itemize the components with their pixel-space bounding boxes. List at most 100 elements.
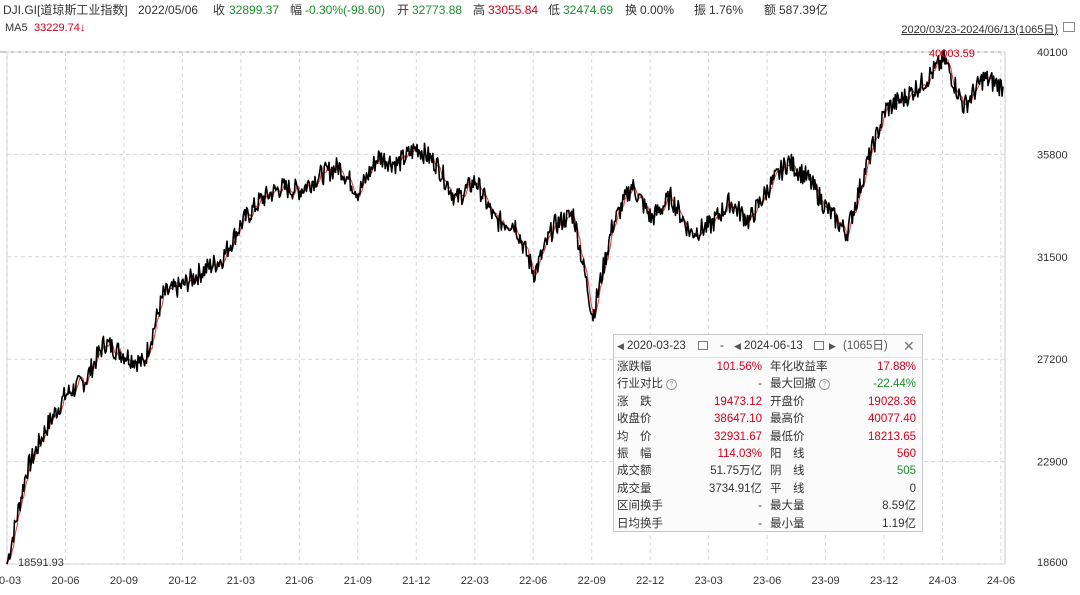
stat-value: 32931.67 bbox=[714, 430, 762, 443]
stats-row: 成交额 51.75万亿阴 线 505 bbox=[614, 463, 922, 480]
stat-label: 区间换手 bbox=[617, 500, 663, 513]
y-tick-label: 22900 bbox=[1037, 457, 1068, 469]
stat-value: 505 bbox=[896, 465, 916, 478]
symbol-title[interactable]: DJI.GI[道琼斯工业指数] bbox=[3, 3, 128, 17]
x-tick-label: 23-09 bbox=[812, 575, 840, 587]
stat-label: 平 线 bbox=[770, 482, 805, 495]
stat-label-text: 行业对比 bbox=[617, 378, 663, 391]
ma-label: MA5 bbox=[5, 22, 28, 34]
amplitude-label: 振 bbox=[694, 3, 707, 17]
stat-label: 年化收益率 bbox=[770, 361, 828, 373]
stat-label: 涨 跌 bbox=[617, 395, 652, 408]
x-tick-label: 23-06 bbox=[753, 575, 781, 587]
x-tick-label: 22-09 bbox=[578, 575, 606, 587]
stat-value: 3734.91亿 bbox=[708, 482, 762, 495]
stat-label: 最大量 bbox=[770, 500, 805, 513]
open-label: 开 bbox=[397, 3, 410, 17]
stat-label: 开盘价 bbox=[770, 395, 805, 408]
end-prev-icon[interactable]: ◀ bbox=[734, 341, 741, 351]
low-label: 低 bbox=[548, 3, 561, 17]
x-tick-label: 21-09 bbox=[344, 575, 372, 587]
price-line bbox=[6, 49, 1004, 565]
stat-value: - bbox=[758, 500, 762, 513]
close-icon[interactable]: ✕ bbox=[903, 338, 915, 354]
window-icon[interactable] bbox=[1063, 22, 1075, 32]
x-tick-label: 21-03 bbox=[227, 575, 255, 587]
stat-value: 114.03% bbox=[717, 447, 762, 460]
x-tick-label: 20-03 bbox=[0, 575, 21, 587]
amount-label: 额 bbox=[764, 3, 777, 17]
stat-label: 行业对比? bbox=[617, 376, 677, 393]
start-prev-icon[interactable]: ◀ bbox=[617, 341, 624, 351]
stats-row: 涨跌幅 101.56% 年化收益率 17.88% bbox=[614, 359, 922, 376]
stat-label: 最高价 bbox=[770, 413, 805, 426]
stats-row: 均 价 32931.67 最低价 18213.65 bbox=[614, 429, 922, 446]
quote-date: 2022/05/06 bbox=[138, 3, 199, 17]
help-icon[interactable]: ? bbox=[819, 378, 830, 390]
interval-stats-panel: ◀ 2020-03-23 - ◀ 2024-06-13 ▶ (1065日) ✕ … bbox=[613, 334, 923, 532]
stat-label: 阳 线 bbox=[770, 447, 805, 460]
y-tick-label: 35800 bbox=[1037, 149, 1068, 161]
x-tick-label: 24-03 bbox=[928, 575, 956, 587]
high-value: 33055.84 bbox=[488, 3, 539, 17]
date-range-link[interactable]: 2020/03/23-2024/06/13(1065日) bbox=[901, 24, 1058, 36]
stat-label: 振 幅 bbox=[617, 447, 652, 460]
stats-row: 区间换手 - 最大量 8.59亿 bbox=[614, 498, 922, 515]
high-label: 高 bbox=[473, 3, 486, 17]
close-value: 32899.37 bbox=[229, 3, 280, 17]
stat-label: 成交量 bbox=[617, 482, 652, 495]
x-tick-label: 21-06 bbox=[285, 575, 313, 587]
quote-header: DJI.GI[道琼斯工业指数] 2022/05/06 收 32899.37 幅 … bbox=[0, 0, 1080, 20]
end-calendar-icon[interactable] bbox=[814, 341, 824, 350]
stat-value: 18213.65 bbox=[868, 430, 916, 443]
stat-label: 最低价 bbox=[770, 430, 805, 443]
stat-value: 38647.10 bbox=[714, 413, 762, 426]
stat-value: 560 bbox=[896, 447, 916, 460]
stats-row: 行业对比? - 最大回撤? -22.44% bbox=[614, 376, 922, 393]
stat-value: 17.88% bbox=[876, 361, 916, 373]
amount-value: 587.39亿 bbox=[779, 3, 828, 17]
stats-row: 日均换手 - 最小量 1.19亿 bbox=[614, 516, 922, 533]
stat-value: - bbox=[758, 378, 762, 391]
x-tick-label: 22-03 bbox=[461, 575, 489, 587]
min-price-label: 18591.93 bbox=[18, 557, 64, 569]
turnover-value: 0.00% bbox=[640, 3, 675, 17]
max-price-label: 40003.59 bbox=[929, 48, 975, 60]
start-date[interactable]: 2020-03-23 bbox=[627, 340, 686, 352]
x-tick-label: 21-12 bbox=[402, 575, 430, 587]
y-tick-label: 31500 bbox=[1037, 252, 1068, 264]
stat-label: 涨跌幅 bbox=[617, 361, 652, 373]
open-value: 32773.88 bbox=[412, 3, 463, 17]
stat-value: 101.56% bbox=[716, 361, 762, 373]
stat-value: - bbox=[758, 517, 762, 530]
stat-label: 阴 线 bbox=[770, 465, 805, 478]
close-label: 收 bbox=[213, 3, 226, 17]
stat-label-text: 最大回撤 bbox=[770, 378, 816, 391]
start-calendar-icon[interactable] bbox=[698, 341, 708, 350]
x-tick-label: 20-12 bbox=[168, 575, 196, 587]
stats-row: 收盘价 38647.10 最高价 40077.40 bbox=[614, 411, 922, 428]
turnover-label: 换 bbox=[625, 3, 638, 17]
x-tick-label: 20-06 bbox=[51, 575, 79, 587]
x-tick-label: 22-06 bbox=[519, 575, 547, 587]
stat-value: -22.44% bbox=[873, 378, 916, 391]
end-next-icon[interactable]: ▶ bbox=[829, 341, 836, 351]
stat-label: 收盘价 bbox=[617, 413, 652, 426]
stat-label: 最大回撤? bbox=[770, 376, 830, 393]
y-tick-label: 18600 bbox=[1037, 557, 1068, 569]
stats-grid: 涨跌幅 101.56% 年化收益率 17.88% 行业对比? - 最大回撤? -22.44%… bbox=[614, 359, 922, 533]
stat-value: 40077.40 bbox=[868, 413, 916, 426]
stat-value: 8.59亿 bbox=[882, 500, 916, 513]
x-tick-label: 23-12 bbox=[870, 575, 898, 587]
low-value: 32474.69 bbox=[563, 3, 614, 17]
stats-row: 涨 跌 19473.12 开盘价 19028.36 bbox=[614, 394, 922, 411]
stat-value: 1.19亿 bbox=[882, 517, 916, 530]
stat-value: 19028.36 bbox=[868, 395, 916, 408]
panel-header: ◀ 2020-03-23 - ◀ 2024-06-13 ▶ (1065日) ✕ bbox=[614, 335, 922, 358]
stat-value: 19473.12 bbox=[714, 395, 762, 408]
end-date[interactable]: 2024-06-13 bbox=[744, 340, 803, 352]
y-tick-label: 40100 bbox=[1037, 47, 1068, 59]
x-tick-label: 24-06 bbox=[987, 575, 1015, 587]
help-icon[interactable]: ? bbox=[666, 378, 677, 390]
stat-value: 51.75万亿 bbox=[710, 465, 762, 478]
